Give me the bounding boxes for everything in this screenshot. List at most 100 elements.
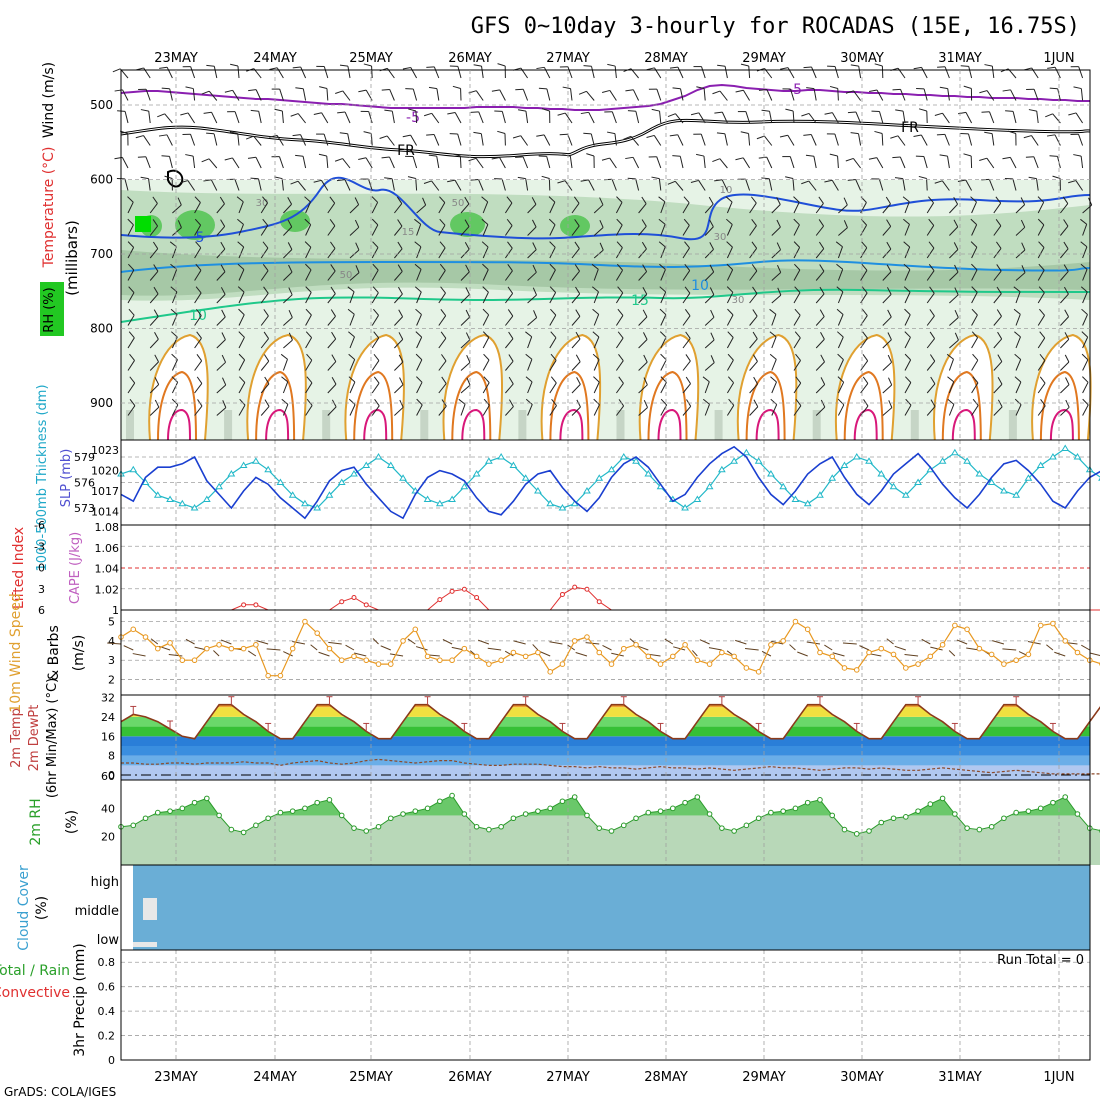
- wind-barb-flag: [498, 64, 506, 66]
- contour-label: 30: [714, 232, 727, 243]
- wind-barb-flag: [185, 155, 193, 157]
- wind-barb-flag: [113, 69, 120, 72]
- rh-point: [916, 809, 921, 814]
- wind-barb: [945, 67, 949, 78]
- wind-barb: [277, 68, 283, 78]
- rh2m-units-label: (%): [64, 810, 80, 834]
- rh-point: [609, 829, 614, 834]
- cape-point: [585, 587, 589, 591]
- contour-label: -5: [406, 110, 420, 126]
- wind-barb-flag: [628, 111, 636, 112]
- wind-barb: [1010, 157, 1016, 168]
- wind-barb-flag: [806, 155, 814, 156]
- wind-barb-flag: [492, 90, 500, 91]
- surface-wind-barb: [408, 639, 415, 644]
- precip-tick-label: 0.6: [98, 981, 116, 994]
- pressure-tick-label: 700: [90, 247, 113, 261]
- wind-barb: [214, 134, 217, 146]
- wind-speed-point: [401, 639, 406, 644]
- wind-speed-point: [352, 654, 357, 659]
- rh-point: [401, 812, 406, 817]
- rh-point: [217, 813, 222, 818]
- wind-barb: [568, 67, 572, 78]
- wind-barb: [720, 159, 728, 168]
- wind-barb: [345, 112, 350, 123]
- wind-speed-point: [339, 658, 344, 663]
- wind-barb: [725, 134, 727, 146]
- wind-barb-flag: [1024, 136, 1032, 138]
- wind-barb: [279, 157, 283, 168]
- wind-speed-point: [217, 642, 222, 647]
- wind-barb: [521, 136, 528, 146]
- wind-barb-flag: [563, 87, 571, 89]
- wind-barb: [476, 91, 483, 101]
- wind-barb: [343, 159, 350, 168]
- wind-barb-flag: [940, 155, 948, 156]
- wind-barb: [212, 112, 217, 123]
- wind-barb-flag: [1002, 157, 1010, 158]
- wind-barb: [654, 68, 660, 78]
- wind-barb: [500, 158, 506, 168]
- surface-wind-barb: [930, 647, 942, 650]
- wind-barb: [123, 90, 128, 101]
- wind-barb: [170, 89, 173, 101]
- wind-speed-point: [131, 627, 136, 632]
- wind-barb: [591, 134, 594, 146]
- wind-barb: [615, 66, 616, 78]
- rh-point: [425, 806, 430, 811]
- cape-point: [597, 600, 601, 604]
- wind-speed-point: [989, 652, 994, 657]
- surface-wind-barb: [576, 652, 587, 656]
- wind-barb-flag: [426, 134, 434, 135]
- wind-speed-point: [805, 627, 810, 632]
- surface-wind-barb: [292, 641, 305, 644]
- contour-label: 30: [732, 295, 745, 306]
- wind-barb-flag: [672, 156, 680, 157]
- wind-barb-flag: [984, 132, 992, 133]
- li-tick-label: 3: [38, 583, 45, 596]
- wind-speed-point: [205, 646, 210, 651]
- wind-barb: [1055, 135, 1060, 146]
- surface-wind-barb: [807, 642, 820, 644]
- wind-barb: [479, 112, 483, 123]
- rh-point: [977, 827, 982, 832]
- wind-speed-point: [499, 658, 504, 663]
- wind-speed-point: [904, 666, 909, 671]
- temp-color-band: [121, 756, 1090, 766]
- wind-barb-flag: [358, 90, 366, 92]
- surface-wind-barb: [1002, 649, 1016, 650]
- rh-point: [131, 823, 136, 828]
- wind-barb: [966, 112, 972, 123]
- wind-barb: [165, 114, 173, 123]
- cape-point: [364, 603, 368, 607]
- wind-speed-point: [953, 623, 958, 628]
- wind-barb: [547, 156, 550, 168]
- li-tick-label: 6: [38, 604, 45, 617]
- wind-barb-flag: [673, 88, 681, 89]
- wind-barb-flag: [180, 113, 188, 115]
- wind-barb-flag: [579, 91, 586, 94]
- surface-wind-barb: [843, 643, 857, 644]
- wind-barb: [390, 157, 395, 168]
- date-label-top: 26MAY: [448, 51, 492, 66]
- wind-barb: [476, 158, 483, 168]
- cape-tick-label: 1.06: [95, 542, 120, 555]
- wind-barb-flag: [963, 154, 971, 156]
- wind-barb-flag: [712, 159, 719, 162]
- wind-barb-flag: [895, 178, 903, 179]
- wind-barb: [523, 89, 527, 100]
- wind-barb: [369, 112, 373, 123]
- wind-barb-flag: [785, 109, 793, 111]
- rh-point: [965, 826, 970, 831]
- surface-wind-barb: [169, 654, 183, 656]
- wind-barb: [303, 156, 305, 168]
- date-label-bottom: 24MAY: [253, 1070, 297, 1085]
- wind-barb: [209, 159, 217, 168]
- wind-barb: [987, 91, 994, 101]
- slp-tick-label: 1023: [91, 444, 119, 457]
- wind-barb-flag: [539, 88, 547, 89]
- wind-barb: [259, 111, 261, 123]
- wind-barb: [437, 156, 439, 168]
- surface-wind-barb: [745, 649, 759, 650]
